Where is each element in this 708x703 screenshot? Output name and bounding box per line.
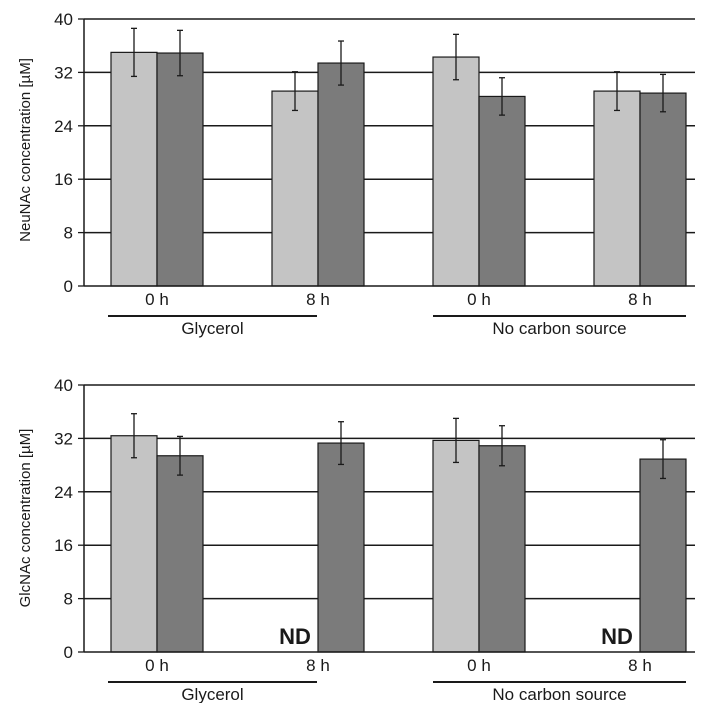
bar [432, 439, 480, 653]
group-label: Glycerol [181, 685, 243, 703]
chart-panel-1: 0 8 16 24 32 40 NeuNAc concentration [µM] 0 h 8 … [17, 10, 695, 338]
x-tick-label: 8 h [306, 656, 330, 675]
y-tick-label: 16 [54, 170, 73, 189]
y-tick-label: 0 [64, 277, 73, 296]
x-tick-label: 0 h [145, 290, 169, 309]
group-label: No carbon source [492, 319, 626, 338]
x-tick-label: 0 h [145, 656, 169, 675]
group-label: No carbon source [492, 685, 626, 703]
bar [593, 90, 641, 287]
y-tick-label: 40 [54, 10, 73, 29]
bar [271, 90, 319, 287]
y-tick-label: 32 [54, 429, 73, 448]
x-tick-label: 8 h [306, 290, 330, 309]
bar [432, 56, 480, 287]
y-tick-label: 8 [64, 590, 73, 609]
bar [317, 62, 365, 287]
x-tick-label: 8 h [628, 290, 652, 309]
y-tick-label: 40 [54, 376, 73, 395]
y-axis-label: NeuNAc concentration [µM] [17, 58, 34, 242]
bar [639, 458, 687, 653]
bar [156, 52, 204, 287]
bar [110, 435, 158, 653]
bar [110, 51, 158, 287]
bar [478, 95, 526, 287]
y-tick-label: 16 [54, 536, 73, 555]
bar [317, 442, 365, 653]
y-tick-label: 8 [64, 224, 73, 243]
bar [639, 92, 687, 287]
y-axis-label: GlcNAc concentration [µM] [17, 429, 34, 608]
x-tick-label: 0 h [467, 290, 491, 309]
y-tick-label: 24 [54, 483, 73, 502]
y-tick-label: 0 [64, 643, 73, 662]
chart-panel-2: 0 8 16 24 32 40 ND ND GlcNAc concentration [µM] 0… [17, 376, 695, 703]
y-tick-label: 32 [54, 63, 73, 82]
bar [478, 445, 526, 653]
y-tick-label: 24 [54, 117, 73, 136]
bar [156, 455, 204, 653]
group-label: Glycerol [181, 319, 243, 338]
nd-annotation: ND [601, 624, 633, 649]
x-tick-label: 8 h [628, 656, 652, 675]
x-tick-label: 0 h [467, 656, 491, 675]
nd-annotation: ND [279, 624, 311, 649]
